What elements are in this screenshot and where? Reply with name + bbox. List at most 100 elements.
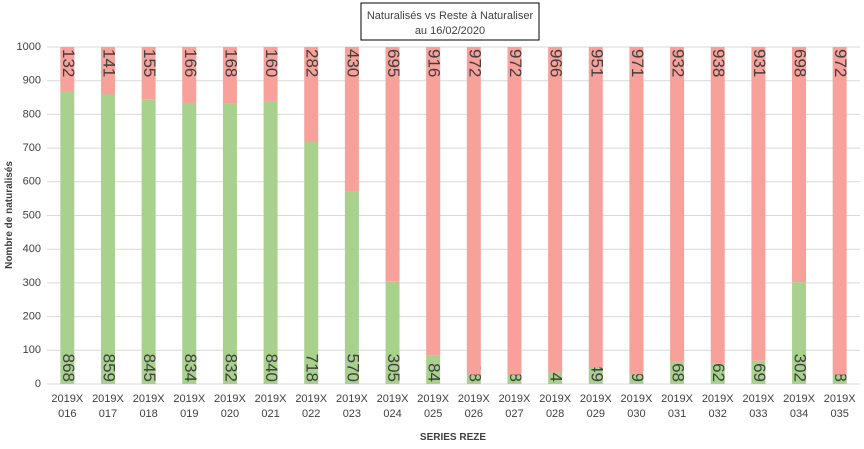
x-tick-label: 2019X 034: [783, 393, 815, 420]
bar-segment: [263, 47, 278, 101]
data-label: 916: [425, 49, 444, 77]
x-tick-label: 2019X 035: [823, 393, 856, 420]
bar-segment: [100, 47, 115, 95]
x-tick-label: 2019X 027: [498, 393, 531, 420]
bar-segment: [507, 47, 522, 375]
x-tick-label: 2019X 016: [51, 393, 84, 420]
data-label: 834: [181, 354, 200, 382]
bar-segment: [670, 361, 685, 384]
bar-segment: [466, 374, 481, 384]
data-label: 966: [547, 49, 566, 77]
bar-segment: [60, 91, 75, 384]
bar-segment: [670, 47, 685, 362]
data-label: 840: [262, 354, 281, 382]
data-label: 69: [750, 363, 769, 382]
y-tick-label: 0: [35, 378, 41, 390]
y-tick-label: 600: [23, 176, 41, 188]
x-tick-label: 2019X 021: [254, 393, 287, 420]
bar-segment: [263, 100, 278, 385]
bar-segment: [344, 191, 359, 384]
data-label: 971: [628, 49, 647, 77]
x-tick-label: 2019X 033: [742, 393, 775, 420]
data-label: 160: [262, 49, 281, 77]
bar-segment: [588, 47, 603, 368]
y-tick-label: 100: [23, 344, 41, 356]
x-tick-label: 2019X 030: [620, 393, 653, 420]
bar-segment: [141, 47, 156, 100]
y-tick-label: 500: [23, 209, 41, 221]
data-label: 282: [303, 49, 322, 77]
bar-segment: [222, 103, 237, 384]
data-label: 62: [709, 363, 728, 382]
data-label: 972: [506, 49, 525, 77]
bar-segment: [182, 47, 197, 103]
bar-segment: [548, 47, 563, 373]
data-label: 132: [59, 49, 78, 77]
bar-segment: [629, 47, 644, 375]
title-box: [360, 2, 540, 41]
data-label: 972: [465, 49, 484, 77]
x-tick-label: 2019X 019: [173, 393, 206, 420]
bar-segment: [832, 47, 847, 375]
data-label: 845: [140, 354, 159, 382]
bar-segment: [304, 47, 319, 143]
bar-segment: [304, 142, 319, 384]
data-label: 695: [384, 49, 403, 77]
x-tick-label: 2019X 022: [295, 393, 328, 420]
data-label: 84: [425, 363, 444, 382]
bar-segment: [507, 374, 522, 384]
x-tick-label: 2019X 031: [661, 393, 693, 420]
data-label: 859: [99, 354, 118, 382]
bar-segment: [426, 355, 441, 384]
data-label: 155: [140, 49, 159, 77]
data-label: 141: [99, 49, 118, 77]
bar-segment: [344, 47, 359, 192]
x-tick-label: 2019X 024: [376, 393, 409, 420]
y-axis-label: Nombre de naturalisés: [4, 161, 15, 269]
x-tick-label: 2019X 020: [214, 393, 246, 420]
x-tick-label: 2019X 032: [701, 393, 734, 420]
bar-segment: [385, 47, 400, 282]
x-tick-label: 2019X 025: [417, 393, 450, 420]
bar-segment: [710, 363, 725, 384]
bar-segment: [141, 99, 156, 385]
bar-segment: [792, 282, 807, 384]
bar-segment: [60, 47, 75, 92]
data-label: 832: [221, 354, 240, 382]
bar-segment: [426, 47, 441, 356]
data-label: 868: [59, 354, 78, 382]
bar-segment: [751, 360, 766, 384]
data-label: 168: [221, 49, 240, 77]
data-label: 68: [669, 363, 688, 382]
bar-segment: [222, 47, 237, 104]
y-tick-label: 800: [23, 108, 41, 120]
y-tick-label: 200: [23, 311, 41, 323]
bar-segment: [100, 94, 115, 384]
data-label: 305: [384, 354, 403, 382]
data-label: 698: [791, 49, 810, 77]
data-label: 938: [709, 49, 728, 77]
y-tick-label: 1000: [17, 41, 41, 53]
data-label: 951: [587, 49, 606, 77]
y-tick-label: 900: [23, 75, 41, 87]
bar-segment: [832, 374, 847, 384]
y-tick-label: 300: [23, 277, 41, 289]
y-tick-label: 700: [23, 142, 41, 154]
x-tick-label: 2019X 018: [132, 393, 165, 420]
chart-subtitle: au 16/02/2020: [415, 25, 485, 37]
x-tick-label: 2019X 026: [457, 393, 490, 420]
bar-segment: [182, 102, 197, 384]
x-tick-label: 2019X 017: [92, 393, 124, 420]
bar-segment: [588, 367, 603, 384]
data-label: 49: [587, 363, 606, 382]
bar-segment: [385, 281, 400, 384]
data-label: 931: [750, 49, 769, 77]
data-label: 570: [343, 354, 362, 382]
x-tick-label: 2019X 023: [335, 393, 368, 420]
x-tick-label: 2019X 029: [579, 393, 612, 420]
data-label: 430: [343, 49, 362, 77]
x-axis-label: SERIES REZE: [420, 432, 486, 443]
bar-segment: [710, 47, 725, 364]
